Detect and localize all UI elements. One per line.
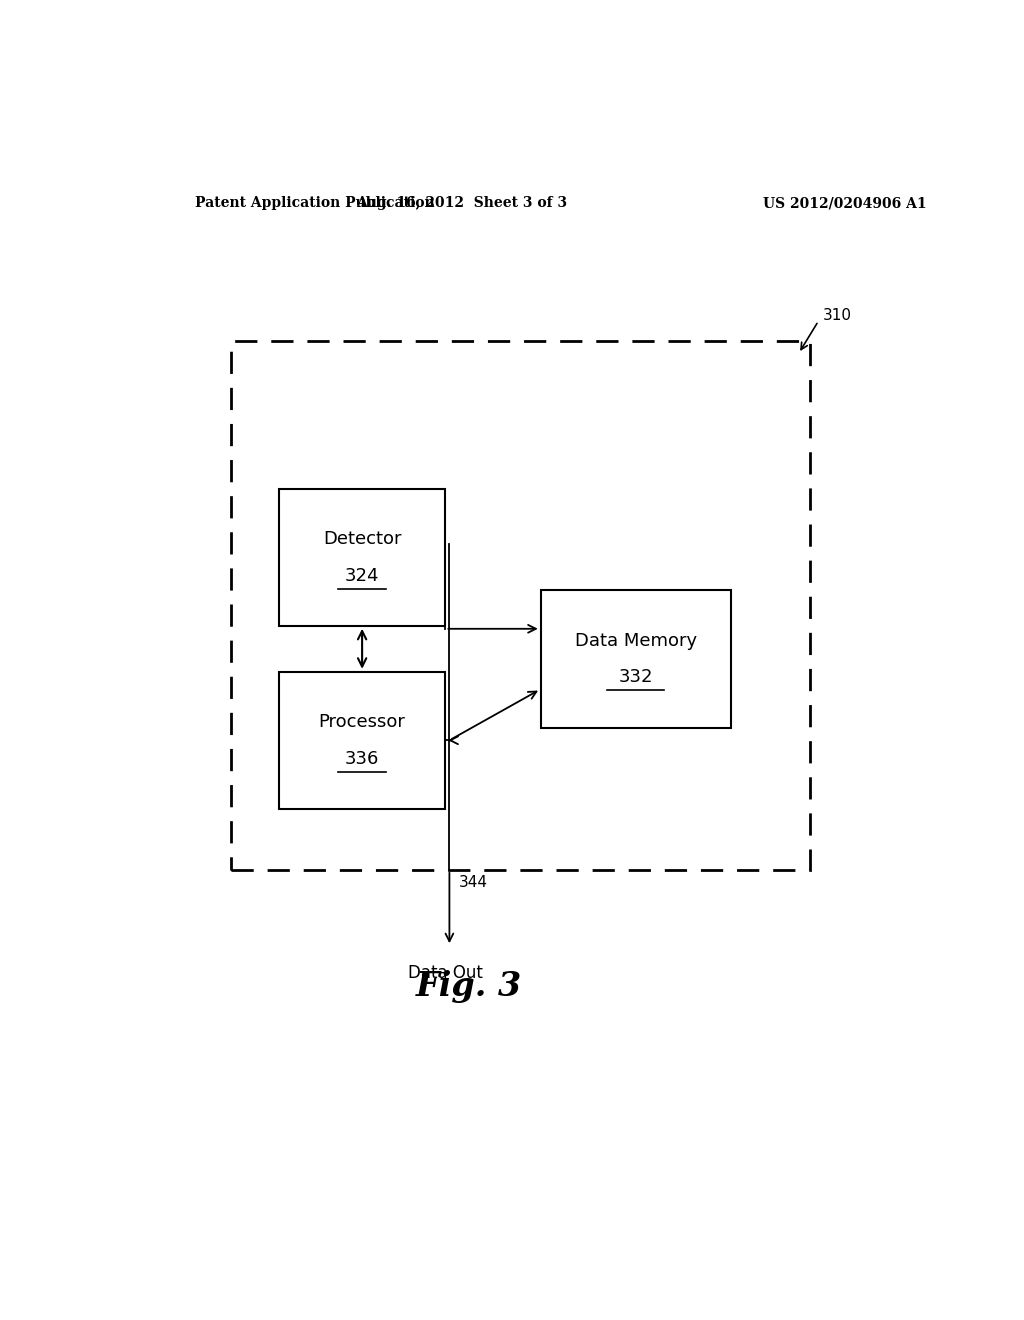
Text: Patent Application Publication: Patent Application Publication [196,197,435,210]
Text: Data Memory: Data Memory [574,632,697,649]
Text: 344: 344 [459,875,487,890]
Bar [231,342,811,870]
Bar [279,488,445,626]
Text: 324: 324 [345,566,379,585]
Text: 336: 336 [345,750,379,768]
Bar [279,672,445,809]
Text: Fig. 3: Fig. 3 [416,970,522,1003]
Text: Data Out: Data Out [408,965,483,982]
Text: Aug. 16, 2012  Sheet 3 of 3: Aug. 16, 2012 Sheet 3 of 3 [355,197,567,210]
Text: US 2012/0204906 A1: US 2012/0204906 A1 [763,197,927,210]
Text: Detector: Detector [323,531,401,548]
Text: 332: 332 [618,668,653,686]
Text: 310: 310 [822,309,851,323]
Bar [541,590,731,727]
Text: Processor: Processor [318,713,406,731]
